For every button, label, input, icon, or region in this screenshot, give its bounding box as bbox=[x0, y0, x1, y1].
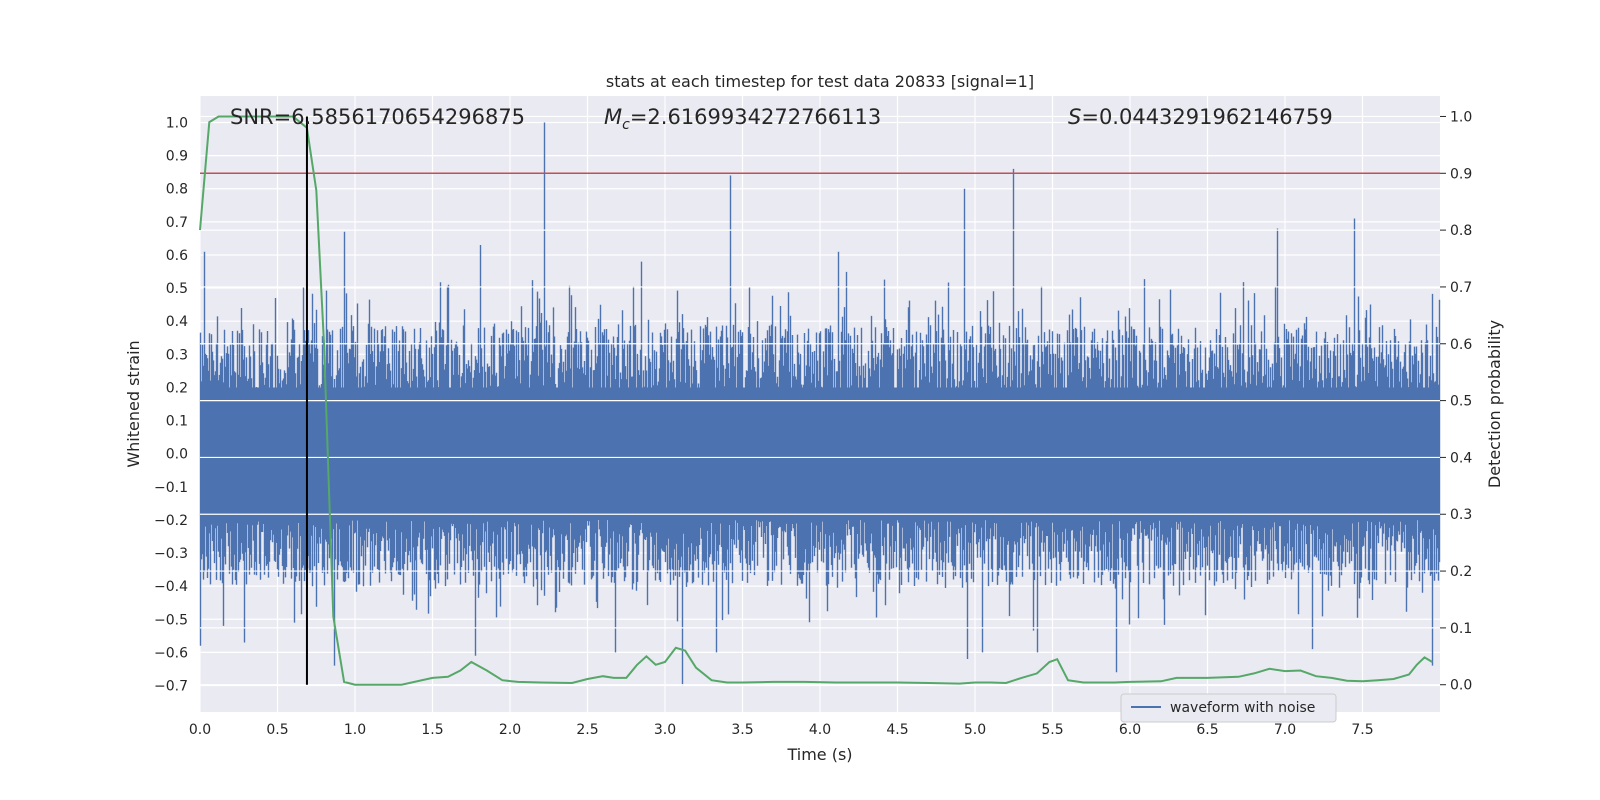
x-tick-label: 6.0 bbox=[1119, 722, 1141, 738]
x-tick-label: 7.0 bbox=[1274, 722, 1296, 738]
mc-symbol: M bbox=[604, 105, 622, 129]
y-left-tick-label: 0.5 bbox=[166, 281, 188, 297]
x-tick-label: 0.5 bbox=[266, 722, 288, 738]
y-right-tick-label: 0.7 bbox=[1450, 280, 1472, 296]
y-right-tick-label: 0.6 bbox=[1450, 337, 1472, 353]
x-tick-labels: 0.0 0.5 1.0 1.5 2.0 2.5 3.0 3.5 4.0 4.5 5.0 5.5 6.0 6… bbox=[189, 722, 1374, 738]
y-right-tick-label: 0.0 bbox=[1450, 678, 1472, 694]
x-tick-label: 5.0 bbox=[964, 722, 986, 738]
legend: waveform with noise bbox=[1120, 693, 1337, 723]
y-right-tick-label: 1.0 bbox=[1450, 109, 1472, 125]
s-symbol: S bbox=[1068, 105, 1081, 129]
x-tick-label: 7.5 bbox=[1351, 722, 1373, 738]
x-tick-label: 3.5 bbox=[731, 722, 753, 738]
x-tick-label: 1.5 bbox=[421, 722, 443, 738]
x-tick-label: 4.0 bbox=[809, 722, 831, 738]
y-left-tick-label: 0.1 bbox=[166, 414, 188, 430]
y-left-tick-label: 0.7 bbox=[166, 215, 188, 231]
y-left-tick-label: 0.0 bbox=[166, 447, 188, 463]
y-right-tick-label: 0.2 bbox=[1450, 564, 1472, 580]
y-left-tick-label: 0.9 bbox=[166, 149, 188, 165]
y-right-tick-label: 0.5 bbox=[1450, 394, 1472, 410]
y-left-tick-label: −0.3 bbox=[154, 546, 188, 562]
waveform-core-band bbox=[200, 387, 1440, 520]
mc-annotation: Mc=2.6169934272766113 bbox=[604, 105, 881, 133]
x-tick-label: 4.5 bbox=[886, 722, 908, 738]
snr-annotation: SNR=6.5856170654296875 bbox=[230, 105, 525, 129]
y-left-tick-label: 0.2 bbox=[166, 380, 188, 396]
y-left-tick-label: −0.6 bbox=[154, 645, 188, 661]
y-left-tick-label: 1.0 bbox=[166, 115, 188, 131]
y-left-tick-labels: 1.0 0.9 0.8 0.7 0.6 0.5 0.4 0.3 0.2 0.1 0.0 −0.1 −0.… bbox=[154, 115, 188, 694]
detection-probability-line bbox=[199, 115, 1433, 686]
x-tick-label: 2.5 bbox=[576, 722, 598, 738]
y-left-tick-label: −0.7 bbox=[154, 679, 188, 695]
mc-value: =2.6169934272766113 bbox=[630, 105, 881, 129]
y-right-tick-labels: 1.0 0.9 0.8 0.7 0.6 0.5 0.4 0.3 0.2 0.1 0.0 bbox=[1440, 109, 1472, 694]
mc-subscript: c bbox=[622, 117, 630, 133]
x-tick-label: 6.5 bbox=[1196, 722, 1218, 738]
y-right-tick-label: 0.8 bbox=[1450, 223, 1472, 239]
legend-label: waveform with noise bbox=[1170, 700, 1315, 716]
x-tick-label: 3.0 bbox=[654, 722, 676, 738]
y-left-tick-label: 0.3 bbox=[166, 347, 188, 363]
waveform-series bbox=[199, 122, 1441, 686]
x-tick-label: 1.0 bbox=[344, 722, 366, 738]
x-axis-label: Time (s) bbox=[786, 745, 852, 764]
y-right-tick-label: 0.9 bbox=[1450, 166, 1472, 182]
y-right-tick-label: 0.1 bbox=[1450, 621, 1472, 637]
y-axis-right-label: Detection probability bbox=[1485, 320, 1504, 488]
y-left-tick-label: 0.4 bbox=[166, 314, 188, 330]
y-left-tick-label: −0.4 bbox=[154, 579, 188, 595]
x-tick-label: 5.5 bbox=[1041, 722, 1063, 738]
s-value: =0.0443291962146759 bbox=[1081, 105, 1332, 129]
legend-box bbox=[1120, 693, 1337, 723]
x-tick-label: 2.0 bbox=[499, 722, 521, 738]
s-annotation: S=0.0443291962146759 bbox=[1068, 105, 1333, 129]
y-left-tick-label: 0.8 bbox=[166, 182, 188, 198]
y-right-tick-label: 0.4 bbox=[1450, 450, 1472, 466]
chart-title: stats at each timestep for test data 208… bbox=[606, 72, 1034, 91]
y-left-tick-label: −0.5 bbox=[154, 612, 188, 628]
y-right-tick-label: 0.3 bbox=[1450, 507, 1472, 523]
y-axis-left-label: Whitened strain bbox=[124, 340, 143, 467]
y-left-tick-label: 0.6 bbox=[166, 248, 188, 264]
y-left-tick-label: −0.2 bbox=[154, 513, 188, 529]
x-tick-label: 0.0 bbox=[189, 722, 211, 738]
y-left-tick-label: −0.1 bbox=[154, 480, 188, 496]
